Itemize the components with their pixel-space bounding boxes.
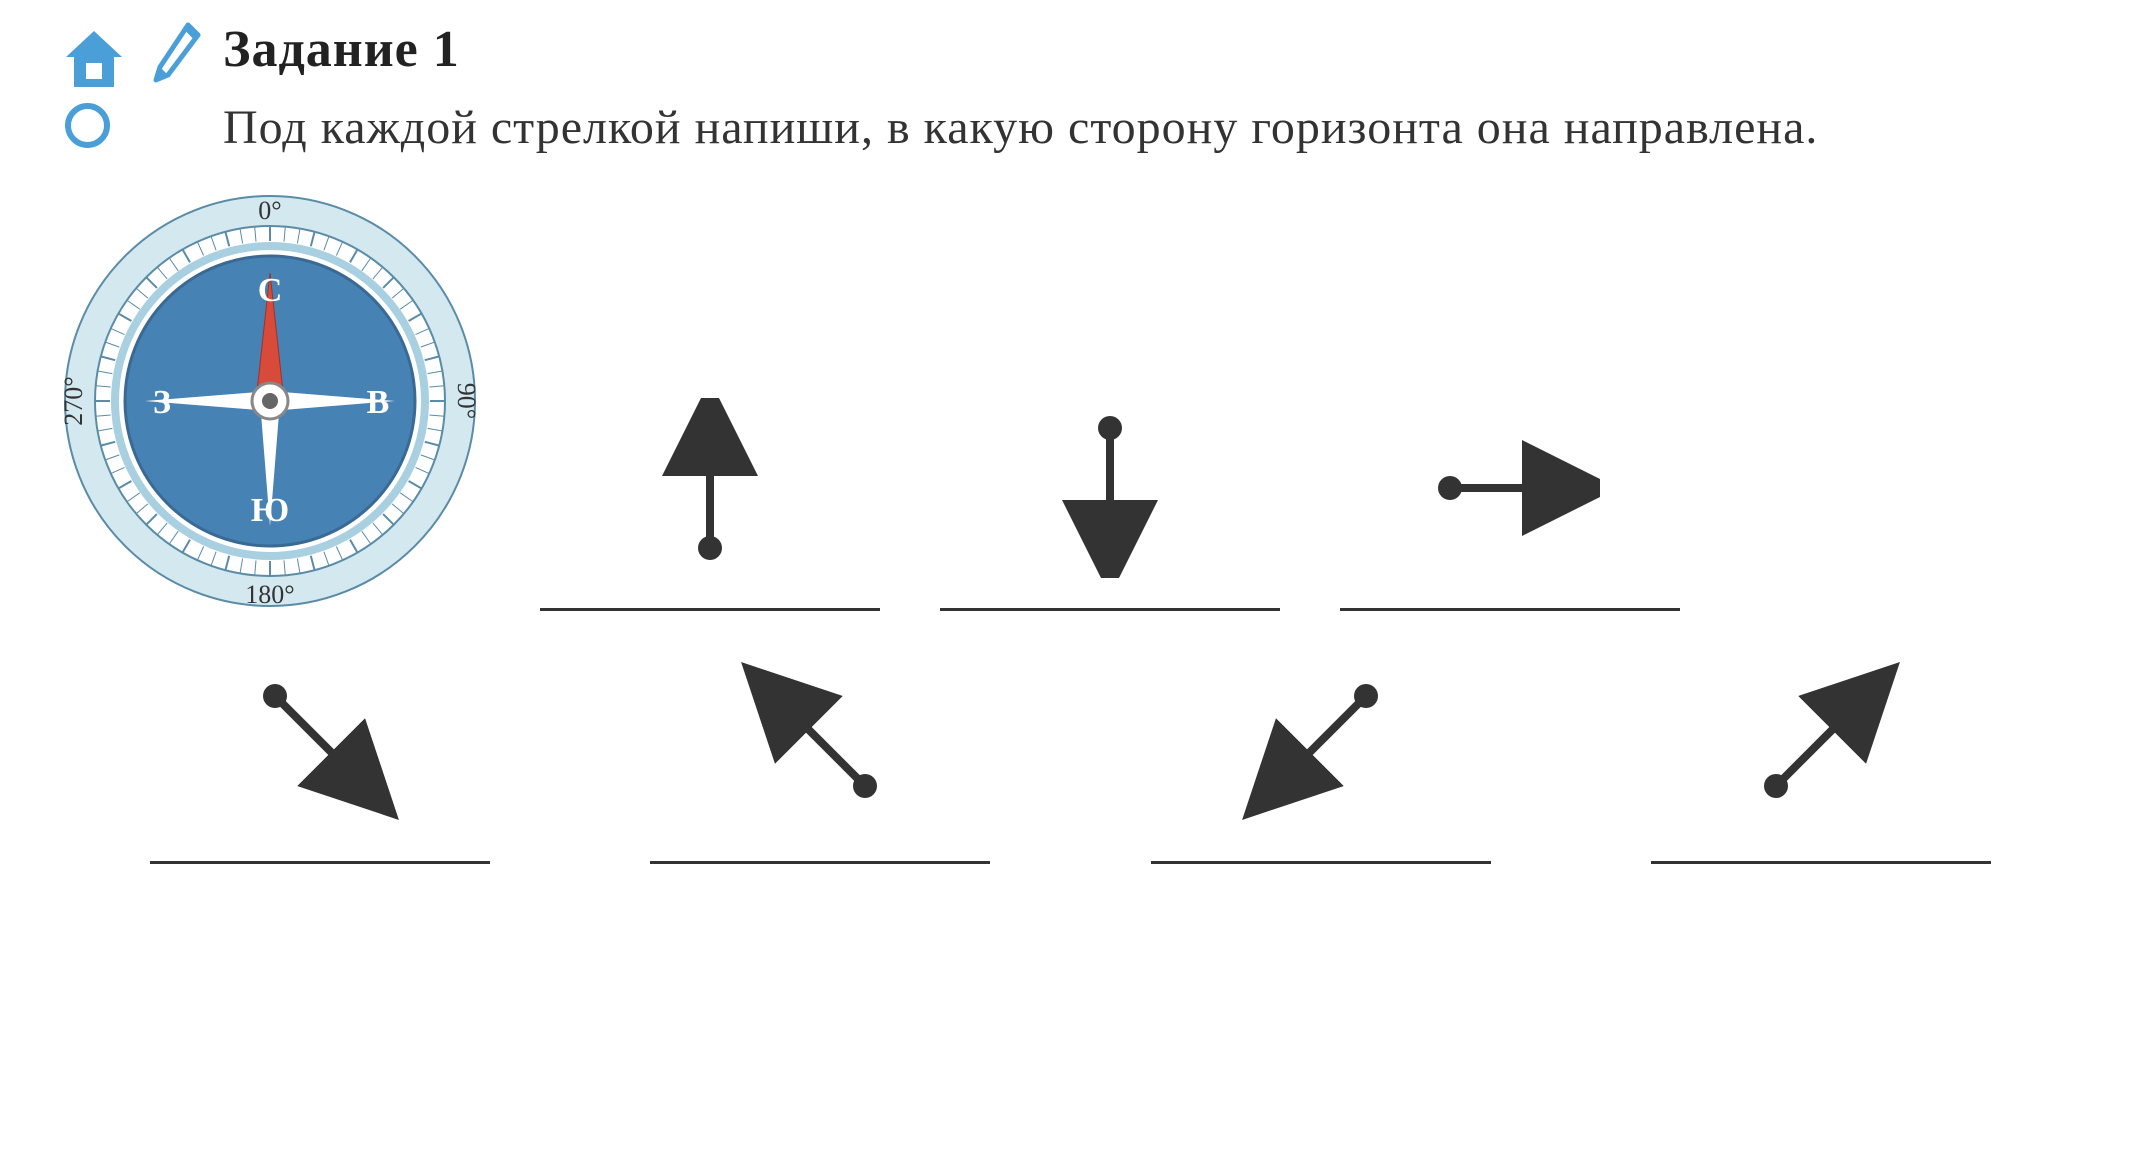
arrow-up-icon [620, 398, 800, 578]
arrow-down-icon [1020, 398, 1200, 578]
task-label: Задание [223, 21, 419, 78]
arrow-cell-up [540, 398, 880, 611]
answer-line[interactable] [1151, 861, 1491, 864]
pen-icon [148, 20, 203, 95]
compass-north-label: С [258, 272, 283, 309]
arrow-sw-icon [1231, 651, 1411, 831]
task-title: Задание 1 [223, 20, 2081, 79]
arrow-cell-se [150, 651, 490, 864]
content: С Ю В З 0° 180° 90° 270° [60, 191, 2081, 864]
arrow-cell-ne [1651, 651, 1991, 864]
task-instruction: Под каждой стрелкой напиши, в какую стор… [223, 94, 2081, 161]
arrow-cell-right [1340, 398, 1680, 611]
compass-west-label: З [153, 384, 171, 421]
row-2 [60, 651, 2081, 864]
header-icons [60, 20, 203, 148]
arrow-ne-icon [1731, 651, 1911, 831]
compass-deg-180: 180° [245, 580, 294, 609]
answer-line[interactable] [650, 861, 990, 864]
circle-icon [65, 103, 110, 148]
answer-line[interactable] [940, 608, 1280, 611]
answer-line[interactable] [1651, 861, 1991, 864]
answer-line[interactable] [540, 608, 880, 611]
compass-south-label: Ю [251, 492, 289, 529]
compass-deg-0: 0° [258, 196, 281, 225]
compass: С Ю В З 0° 180° 90° 270° [60, 191, 480, 611]
compass-deg-270: 270° [60, 376, 88, 425]
row-1: С Ю В З 0° 180° 90° 270° [60, 191, 2081, 611]
title-section: Задание 1 Под каждой стрелкой напиши, в … [223, 20, 2081, 161]
arrow-se-icon [230, 651, 410, 831]
arrow-cell-down [940, 398, 1280, 611]
arrow-cell-sw [1151, 651, 1491, 864]
header: Задание 1 Под каждой стрелкой напиши, в … [60, 20, 2081, 161]
house-icon [60, 27, 128, 95]
arrow-right-icon [1420, 398, 1600, 578]
answer-line[interactable] [150, 861, 490, 864]
task-number: 1 [433, 21, 460, 78]
compass-east-label: В [367, 384, 390, 421]
compass-deg-90: 90° [452, 383, 480, 419]
answer-line[interactable] [1340, 608, 1680, 611]
arrow-nw-icon [730, 651, 910, 831]
arrow-cell-nw [650, 651, 990, 864]
